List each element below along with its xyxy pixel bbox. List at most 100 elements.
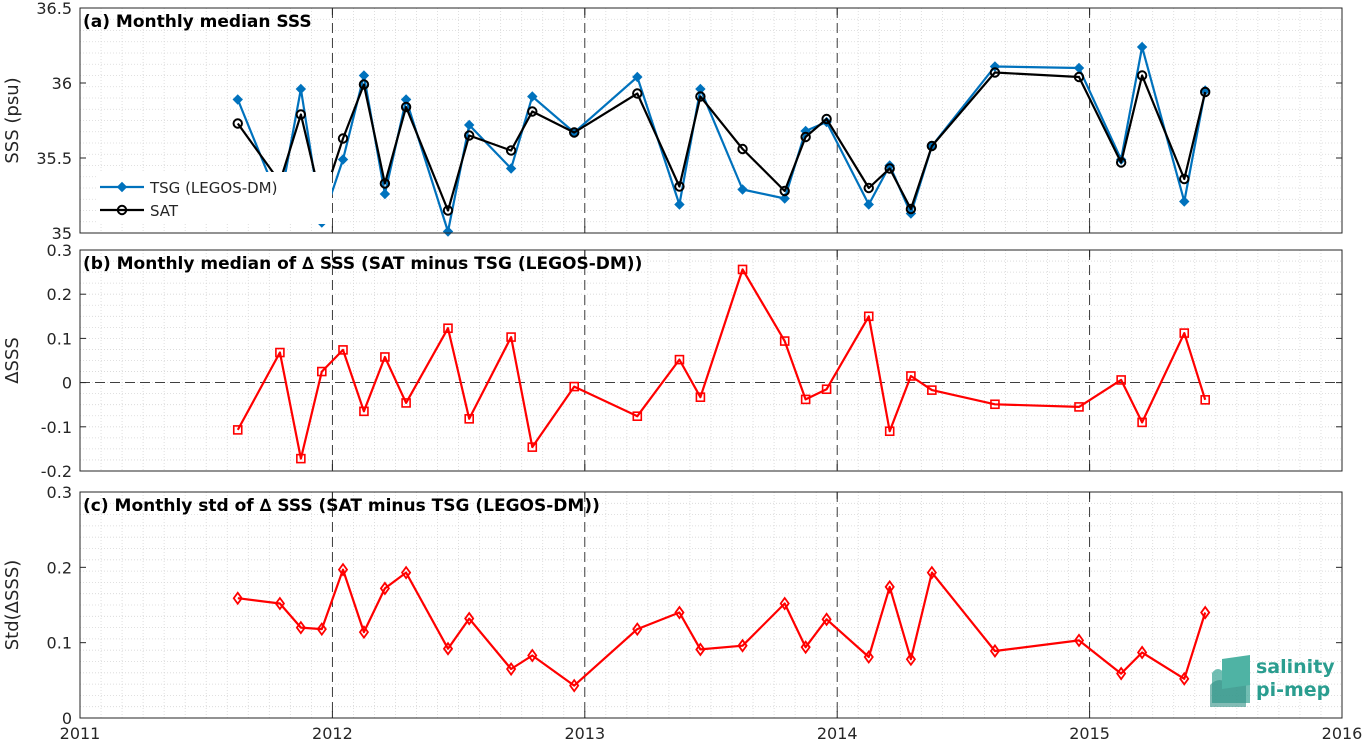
legend-label: TSG (LEGOS-DM)	[149, 179, 277, 197]
data-point	[632, 88, 643, 99]
series-delta-sss	[232, 264, 1210, 464]
data-point	[527, 91, 538, 102]
data-point	[379, 581, 391, 596]
data-point	[1136, 41, 1148, 53]
data-point	[316, 622, 327, 637]
data-point	[1199, 86, 1211, 98]
data-point	[1179, 173, 1190, 185]
data-point	[505, 163, 517, 174]
series-line	[236, 268, 1207, 460]
y-tick-label: 0.2	[47, 558, 72, 577]
plot-frame	[79, 491, 1343, 719]
data-point	[296, 453, 306, 464]
legend-marker	[116, 181, 128, 193]
data-point	[316, 366, 327, 377]
data-point	[295, 109, 307, 120]
data-point	[863, 182, 874, 194]
data-point	[821, 384, 832, 395]
data-point	[295, 620, 306, 635]
panel-title: (c) Monthly std of ∆ SSS (SAT minus TSG …	[83, 496, 600, 516]
data-point	[1179, 196, 1190, 207]
logo-line2: pi-mep	[1256, 679, 1330, 701]
panel-b: -0.2 -0.1 0 0.1 0.2 0.3 ΔSSS (b) Monthly median…	[2, 241, 1343, 481]
data-point	[379, 188, 391, 200]
plot-frame	[79, 249, 1343, 472]
data-point	[737, 638, 748, 653]
data-point	[1137, 417, 1147, 428]
data-point	[905, 203, 917, 215]
data-point	[295, 83, 307, 95]
data-point	[779, 185, 790, 197]
data-point	[358, 625, 370, 640]
data-point	[779, 596, 790, 611]
data-point	[359, 406, 369, 417]
data-point	[464, 611, 475, 626]
data-point	[863, 649, 874, 665]
data-point	[821, 113, 832, 125]
data-point	[737, 143, 748, 155]
data-point	[632, 622, 643, 637]
data-point	[926, 565, 937, 580]
data-point	[927, 385, 937, 395]
data-point	[1136, 645, 1148, 660]
data-point	[1200, 395, 1210, 405]
logo-line1: salinity	[1256, 656, 1335, 678]
data-point	[906, 371, 916, 381]
y-tick-label: 0	[62, 374, 72, 393]
data-point	[695, 642, 706, 657]
series-line	[236, 71, 1207, 212]
x-tick-label: 2012	[312, 724, 353, 743]
y-tick-label: 36.5	[36, 0, 72, 18]
data-point	[779, 336, 790, 346]
y-tick-label: 0	[62, 709, 72, 728]
series-line	[236, 45, 1207, 233]
data-point	[1200, 605, 1211, 620]
data-point	[338, 345, 348, 355]
data-point	[400, 565, 412, 580]
data-point	[674, 605, 685, 620]
data-point	[1115, 157, 1127, 168]
data-point	[463, 119, 475, 131]
data-point	[989, 67, 1001, 78]
x-tick-label: 2014	[817, 724, 858, 743]
x-tick-label: 2016	[1322, 724, 1363, 743]
data-point	[400, 94, 412, 105]
data-point	[800, 394, 811, 405]
data-point	[821, 612, 832, 627]
data-point	[401, 398, 411, 408]
panel-a: 35 35.5 36 36.5 SSS (psu) (a) Monthly median …	[2, 0, 1343, 243]
data-point	[379, 178, 391, 189]
data-point	[527, 648, 538, 663]
panel-title: (b) Monthly median of ∆ SSS (SAT minus T…	[83, 254, 642, 274]
data-point	[527, 106, 538, 117]
data-point	[442, 205, 454, 216]
data-point	[884, 426, 895, 437]
y-tick-label: 35	[52, 224, 72, 243]
data-point	[1179, 328, 1190, 338]
data-point	[232, 94, 243, 105]
data-point	[884, 163, 895, 174]
y-tick-label: 0.3	[47, 241, 72, 260]
data-point	[695, 392, 706, 402]
data-point	[337, 133, 349, 144]
plot-frame	[79, 7, 1343, 234]
data-point	[1116, 375, 1126, 385]
data-point	[1179, 671, 1190, 686]
legend: TSG (LEGOS-DM) SAT	[96, 172, 332, 224]
salinity-pimep-logo: salinity pi-mep	[1210, 655, 1335, 707]
data-point	[358, 79, 370, 90]
data-point	[737, 184, 748, 195]
legend-label: SAT	[150, 202, 179, 220]
data-point	[443, 323, 453, 334]
data-point	[275, 347, 285, 358]
data-point	[863, 311, 874, 322]
data-point	[232, 591, 243, 606]
data-point	[1074, 402, 1084, 412]
logo-panel-icon	[1222, 655, 1250, 689]
data-point	[800, 640, 811, 655]
data-point	[990, 399, 1000, 410]
data-point	[569, 678, 580, 693]
series-delta-sss	[232, 562, 1211, 693]
data-point	[380, 352, 390, 362]
